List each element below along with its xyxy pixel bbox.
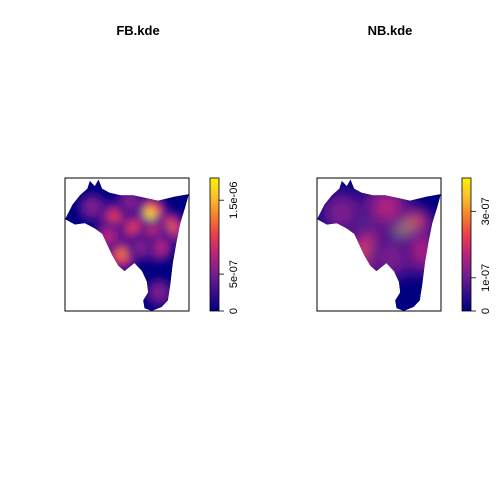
colorbar-tick-label: 1.5e-06 [228,182,240,219]
colorbar-tick-label: 5e-07 [228,260,240,288]
kde-hotspot [327,198,356,227]
kde-hotspot [151,284,168,301]
colorbar [462,178,471,311]
colorbar-tick-label: 1e-07 [480,264,492,292]
colorbar [210,178,219,311]
kde-surface-nb [317,179,445,311]
kde-surface-fb [65,179,189,311]
kde-hotspot [376,197,398,219]
colorbar-tick-label: 3e-07 [480,197,492,225]
kde-hotspot [377,244,405,272]
kde-hotspot [102,230,115,243]
kde-hotspot [132,238,150,256]
colorbar-tick-label: 0 [480,308,492,314]
kde-hotspot [84,199,102,217]
colorbar-tick-label: 0 [228,308,240,314]
kde-hotspot [122,193,140,211]
kde-hotspot [117,249,126,258]
